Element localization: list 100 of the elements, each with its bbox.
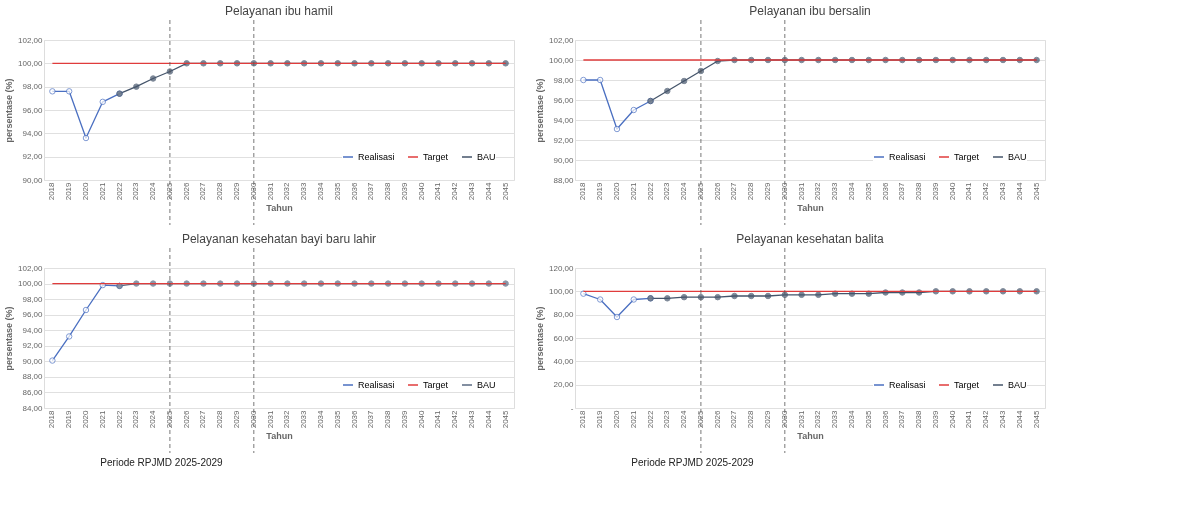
- y-tick-label: 100,00: [18, 279, 44, 289]
- x-tick-label: 2037: [897, 181, 907, 201]
- x-tick-label: 2020: [611, 181, 621, 201]
- legend-label: Target: [954, 152, 980, 162]
- y-tick-label: 102,00: [18, 263, 44, 273]
- x-tick-label: 2042: [981, 181, 991, 201]
- x-tick-label: 2040: [947, 409, 957, 429]
- x-tick-label: 2041: [964, 181, 974, 201]
- y-tick-label: 92,00: [22, 152, 44, 162]
- y-axis-title: persentase (%): [4, 78, 15, 143]
- x-tick-label: 2029: [763, 181, 773, 201]
- x-tick-label: 2026: [181, 409, 191, 429]
- y-tick-label: 80,00: [553, 310, 575, 320]
- y-tick-label: 100,00: [549, 55, 575, 65]
- y-tick-label: 102,00: [18, 35, 44, 45]
- y-tick-label: 100,00: [549, 286, 575, 296]
- x-tick-label: 2019: [64, 181, 74, 201]
- x-tick-label: 2031: [265, 409, 275, 429]
- x-tick-label: 2028: [746, 181, 756, 201]
- x-axis-title: Tahun: [797, 203, 824, 214]
- y-tick-label: 96,00: [22, 310, 44, 320]
- x-tick-label: 2027: [729, 181, 739, 201]
- legend-label: BAU: [477, 152, 496, 162]
- x-tick-label: 2032: [813, 409, 823, 429]
- x-tick-label: 2042: [981, 409, 991, 429]
- x-tick-label: 2041: [433, 409, 443, 429]
- y-tick-label: 40,00: [553, 356, 575, 366]
- y-tick-label: 94,00: [22, 325, 44, 335]
- x-tick-label: 2022: [114, 409, 124, 429]
- x-tick-label: 2030: [248, 181, 258, 201]
- x-tick-label: 2036: [880, 181, 890, 201]
- x-tick-label: 2021: [97, 409, 107, 429]
- x-tick-label: 2021: [97, 181, 107, 201]
- x-tick-label: 2025: [164, 181, 174, 201]
- x-tick-label: 2021: [628, 409, 638, 429]
- legend-label: Target: [954, 380, 980, 390]
- legend-label: Realisasi: [358, 152, 395, 162]
- text: Periode RPJMD 2025-2029: [631, 457, 755, 468]
- x-tick-label: 2041: [433, 181, 443, 201]
- x-tick-label: 2045: [500, 409, 510, 429]
- x-tick-label: 2028: [215, 181, 225, 201]
- x-tick-label: 2044: [1014, 409, 1024, 429]
- chart-title: Pelayanan ibu bersalin: [749, 3, 871, 18]
- y-tick-label: 100,00: [18, 58, 44, 68]
- y-axis-title: persentase (%): [535, 306, 546, 371]
- x-tick-label: 2034: [846, 181, 856, 201]
- y-tick-label: 98,00: [553, 75, 575, 85]
- x-tick-label: 2042: [450, 181, 460, 201]
- x-tick-label: 2028: [215, 409, 225, 429]
- x-tick-label: 2024: [679, 409, 689, 429]
- x-tick-label: 2036: [349, 409, 359, 429]
- x-tick-label: 2018: [47, 181, 57, 201]
- x-tick-label: 2033: [299, 409, 309, 429]
- legend-label: Target: [423, 380, 449, 390]
- x-tick-label: 2039: [399, 181, 409, 201]
- x-tick-label: 2037: [366, 409, 376, 429]
- x-tick-label: 2035: [863, 409, 873, 429]
- x-tick-label: 2029: [232, 181, 242, 201]
- y-tick-label: 92,00: [22, 341, 44, 351]
- y-tick-label: 90,00: [22, 175, 44, 185]
- y-tick-label: 98,00: [22, 82, 44, 92]
- x-tick-label: 2020: [611, 409, 621, 429]
- x-tick-label: 2030: [248, 409, 258, 429]
- x-tick-label: 2026: [712, 409, 722, 429]
- x-tick-label: 2042: [450, 409, 460, 429]
- y-tick-label: 88,00: [22, 372, 44, 382]
- x-tick-label: 2026: [712, 181, 722, 201]
- x-tick-label: 2038: [383, 409, 393, 429]
- x-tick-label: 2029: [763, 409, 773, 429]
- x-tick-label: 2024: [679, 181, 689, 201]
- x-tick-label: 2038: [914, 181, 924, 201]
- x-tick-label: 2021: [628, 181, 638, 201]
- x-tick-label: 2024: [148, 409, 158, 429]
- x-tick-label: 2018: [578, 181, 588, 201]
- x-tick-label: 2045: [500, 181, 510, 201]
- y-tick-label: 84,00: [22, 403, 44, 413]
- x-tick-label: 2033: [299, 181, 309, 201]
- x-tick-label: 2034: [315, 181, 325, 201]
- x-tick-label: 2040: [416, 181, 426, 201]
- x-tick-label: 2043: [998, 409, 1008, 429]
- x-tick-label: 2030: [779, 409, 789, 429]
- x-tick-label: 2039: [930, 409, 940, 429]
- x-axis-title: Tahun: [266, 431, 293, 442]
- y-tick-label: 94,00: [22, 128, 44, 138]
- x-tick-label: 2035: [332, 181, 342, 201]
- x-tick-label: 2039: [399, 409, 409, 429]
- x-tick-label: 2023: [662, 181, 672, 201]
- x-tick-label: 2022: [114, 181, 124, 201]
- x-tick-label: 2022: [645, 181, 655, 201]
- x-tick-label: 2035: [332, 409, 342, 429]
- x-tick-label: 2040: [947, 181, 957, 201]
- legend-label: BAU: [1008, 380, 1027, 390]
- x-tick-label: 2033: [830, 181, 840, 201]
- x-tick-label: 2044: [483, 409, 493, 429]
- x-tick-label: 2039: [930, 181, 940, 201]
- legend-label: Target: [423, 152, 449, 162]
- x-tick-label: 2022: [645, 409, 655, 429]
- x-tick-label: 2044: [483, 181, 493, 201]
- y-tick-label: 96,00: [553, 95, 575, 105]
- x-tick-label: 2045: [1031, 181, 1041, 201]
